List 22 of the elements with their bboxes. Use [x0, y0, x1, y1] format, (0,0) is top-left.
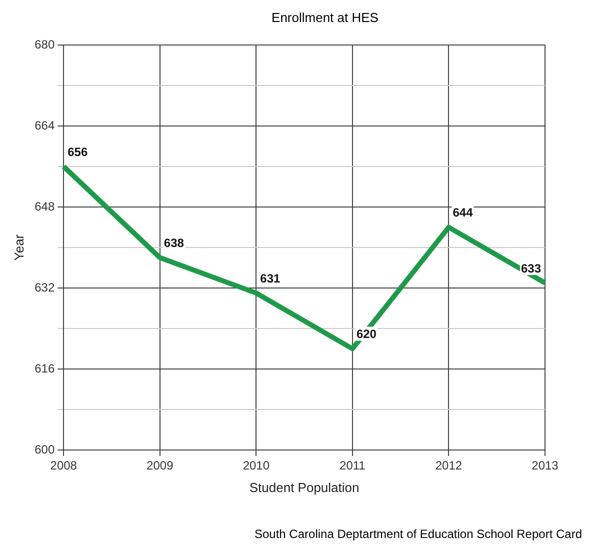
data-label: 644	[452, 206, 474, 220]
y-tick-label: 680	[34, 37, 55, 52]
y-tick-label: 600	[34, 442, 55, 456]
text: South Carolina Deptartment of Education School Report Card	[253, 527, 583, 541]
y-axis-title: Year	[11, 234, 26, 261]
x-tick-label: 2010	[242, 458, 270, 473]
data-label: 638	[164, 236, 184, 250]
x-tick-label: 2012	[435, 458, 462, 473]
y-tick-label: 616	[34, 361, 55, 376]
y-tick-label: 664	[34, 118, 55, 132]
data-label: 620	[356, 327, 377, 342]
data-label: 656	[68, 144, 88, 159]
chart-title: Enrollment at HES	[270, 10, 380, 25]
data-label: 631	[260, 271, 281, 286]
x-tick-label: 2008	[50, 458, 78, 473]
x-axis-title: Student Population	[249, 480, 360, 495]
x-tick-label: 2011	[340, 458, 366, 473]
y-tick-label: 648	[34, 199, 55, 214]
x-tick-label: 2009	[146, 458, 174, 473]
data-label: 633	[520, 261, 542, 276]
y-tick-label: 632	[34, 280, 55, 294]
x-tick-label: 2013	[532, 458, 559, 473]
